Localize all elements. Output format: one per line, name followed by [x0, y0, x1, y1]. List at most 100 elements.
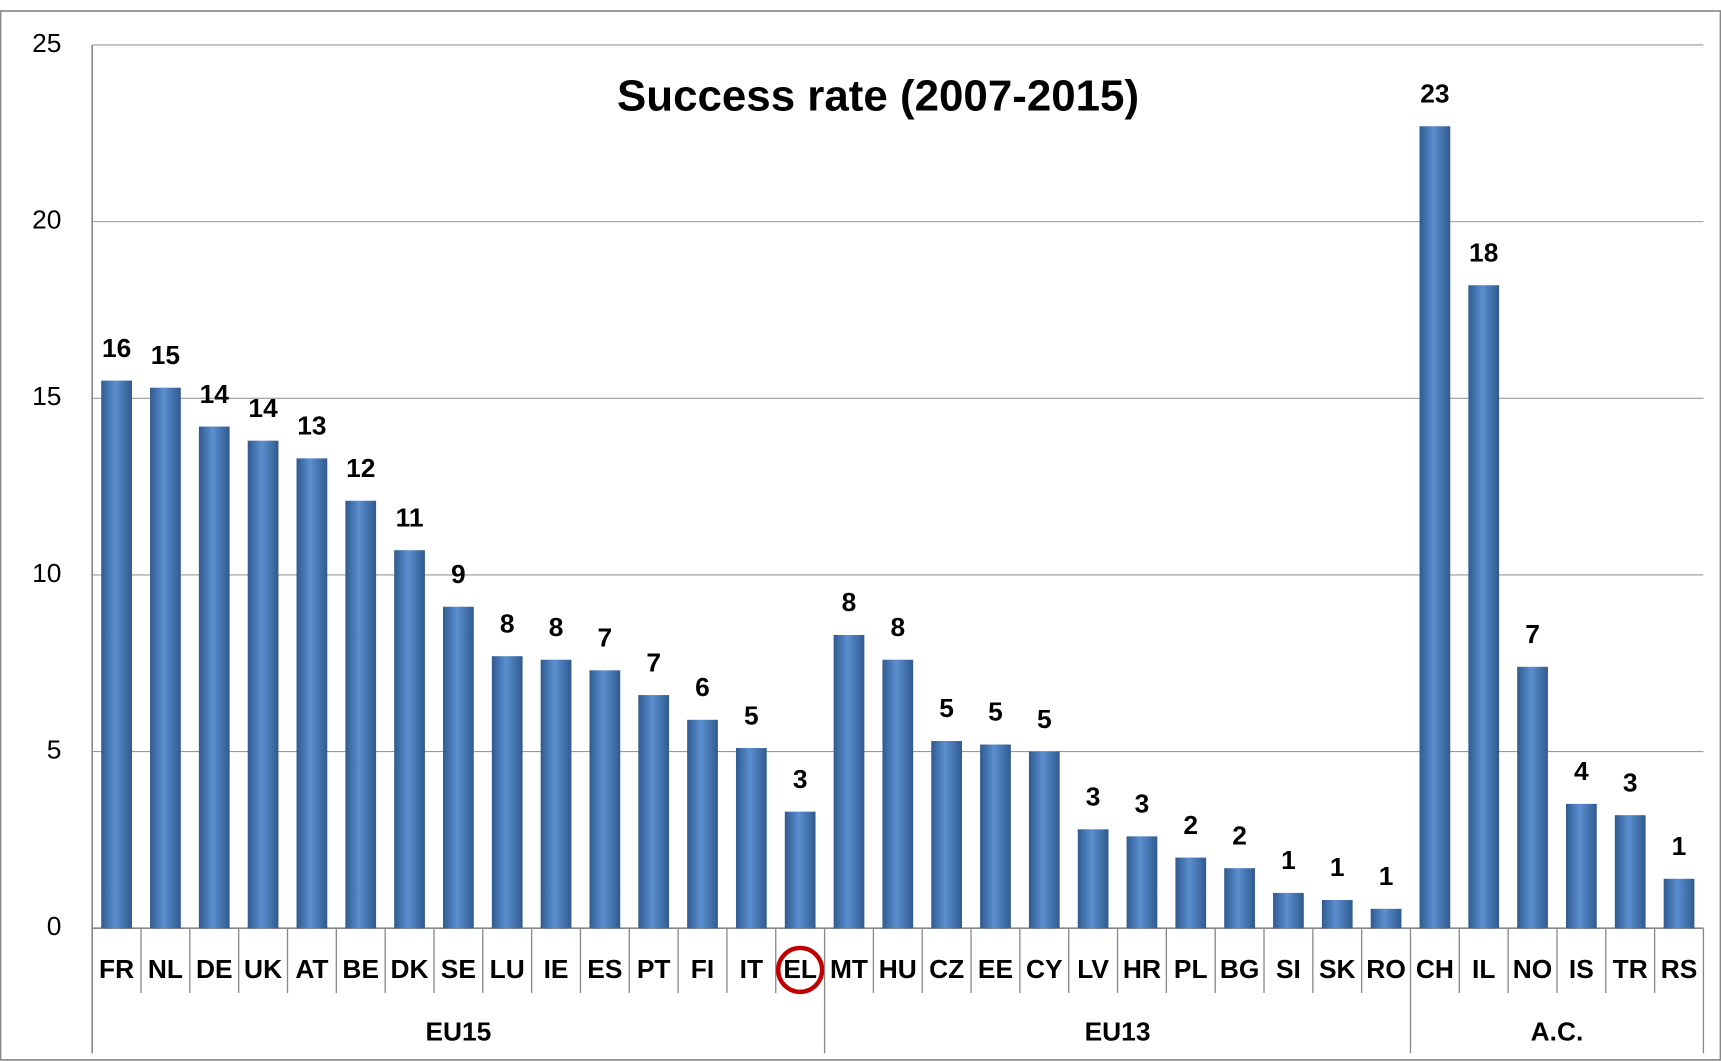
data-label: 5: [744, 700, 759, 730]
x-tick-label: SI: [1276, 954, 1301, 984]
x-tick-label: LU: [490, 954, 525, 984]
x-tick-label: DK: [391, 954, 429, 984]
bar: [296, 458, 328, 929]
bar: [589, 670, 621, 929]
x-tick-label: IS: [1569, 954, 1594, 984]
x-tick-label: CY: [1026, 954, 1063, 984]
y-tick-label: 0: [47, 911, 62, 941]
bar: [1419, 126, 1451, 929]
bar: [491, 656, 523, 929]
bar: [1663, 878, 1695, 929]
bar: [247, 440, 279, 929]
bar: [1224, 868, 1255, 929]
y-tick-label: 15: [32, 381, 61, 411]
bar: [980, 744, 1011, 929]
chart-title: Success rate (2007-2015): [617, 71, 1139, 120]
y-tick-label: 10: [32, 558, 61, 588]
bar: [1370, 908, 1402, 929]
bar: [1517, 666, 1548, 929]
data-label: 3: [1135, 789, 1150, 819]
y-tick-label: 25: [32, 28, 61, 58]
data-label: 5: [1037, 704, 1052, 734]
x-tick-label: IE: [544, 954, 569, 984]
bar: [540, 659, 572, 929]
data-label: 1: [1672, 831, 1687, 861]
bar: [198, 426, 230, 929]
data-label: 14: [200, 379, 230, 409]
data-label: 9: [451, 559, 466, 589]
data-label: 3: [793, 764, 808, 794]
bar: [1126, 836, 1158, 929]
bar: [101, 380, 132, 929]
data-label: 8: [500, 608, 515, 638]
x-tick-label: AT: [295, 954, 328, 984]
bar: [784, 811, 816, 929]
x-tick-label: PT: [637, 954, 671, 984]
bar: [394, 550, 425, 929]
data-label: 6: [695, 672, 710, 702]
data-label: 2: [1232, 820, 1247, 850]
bar: [1273, 892, 1304, 929]
bar: [1566, 803, 1597, 929]
x-tick-label: HR: [1123, 954, 1161, 984]
bar: [345, 500, 377, 929]
y-tick-label: 20: [32, 205, 61, 235]
x-tick-label: CZ: [929, 954, 964, 984]
data-label: 12: [346, 453, 375, 483]
x-tick-label: FI: [691, 954, 714, 984]
x-tick-label: LV: [1077, 954, 1109, 984]
data-label: 14: [248, 393, 278, 423]
x-tick-label: RS: [1661, 954, 1698, 984]
data-label: 2: [1183, 810, 1198, 840]
x-tick-label: FR: [99, 954, 134, 984]
data-label: 8: [549, 612, 564, 642]
bar: [638, 695, 670, 929]
data-label: 5: [939, 693, 954, 723]
data-label: 7: [1525, 619, 1540, 649]
data-label: 3: [1086, 782, 1101, 812]
bar: [1321, 899, 1353, 929]
bar: [1028, 751, 1060, 929]
x-tick-label: CH: [1416, 954, 1454, 984]
group-label: EU15: [425, 1017, 491, 1047]
x-tick-label: EL: [783, 954, 817, 984]
bar: [687, 719, 718, 929]
data-label: 3: [1623, 767, 1638, 797]
x-tick-label: DE: [196, 954, 233, 984]
data-label: 8: [842, 587, 857, 617]
data-label: 23: [1420, 78, 1449, 108]
x-tick-label: RO: [1366, 954, 1406, 984]
data-label: 1: [1379, 861, 1394, 891]
data-label: 8: [890, 612, 905, 642]
data-label: 1: [1330, 852, 1345, 882]
bar: [735, 748, 767, 929]
bar: [1175, 857, 1207, 929]
highlight-circle: [776, 945, 825, 995]
data-label: 16: [102, 333, 131, 363]
bar: [833, 634, 865, 929]
y-tick-label: 5: [47, 735, 62, 765]
data-label: 13: [297, 411, 326, 441]
x-tick-label: BG: [1220, 954, 1260, 984]
x-tick-label: IT: [740, 954, 763, 984]
x-tick-label: MT: [830, 954, 868, 984]
group-label: EU13: [1085, 1017, 1151, 1047]
x-tick-label: NL: [148, 954, 183, 984]
x-tick-label: SK: [1319, 954, 1356, 984]
bar: [1468, 285, 1500, 929]
data-label: 7: [598, 623, 613, 653]
data-label: 7: [646, 647, 661, 677]
data-label: 11: [396, 502, 424, 532]
x-tick-label: NO: [1513, 954, 1553, 984]
x-tick-label: PL: [1174, 954, 1208, 984]
x-tick-label: ES: [587, 954, 622, 984]
x-tick-label: IL: [1472, 954, 1495, 984]
bar: [443, 606, 474, 929]
x-tick-label: EE: [978, 954, 1013, 984]
data-label: 1: [1281, 845, 1296, 875]
data-label: 4: [1574, 756, 1589, 786]
bar: [150, 387, 181, 929]
data-label: 15: [151, 340, 180, 370]
